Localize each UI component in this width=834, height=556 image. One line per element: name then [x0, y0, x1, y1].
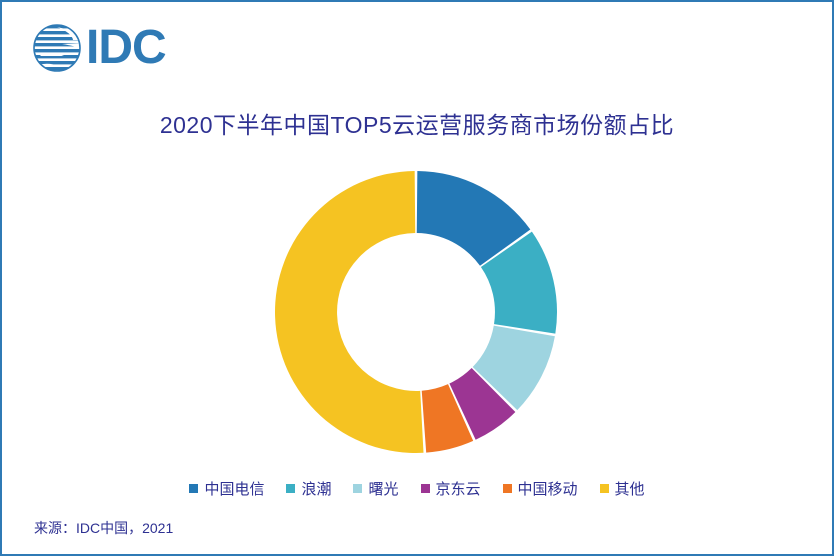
legend-label: 浪潮 — [301, 481, 332, 498]
donut-chart-svg: 中国电信 15.2%浪潮 12.4%曙光 9.8%京东云 5.8%中国移动 5.… — [274, 171, 557, 453]
donut-slice[interactable]: 浪潮 12.4% — [480, 231, 557, 334]
donut-slice[interactable]: 中国电信 15.2% — [416, 171, 531, 266]
legend-item[interactable]: 中国移动 — [502, 478, 578, 499]
legend-swatch-icon — [420, 484, 430, 493]
legend-item[interactable]: 其他 — [599, 478, 645, 499]
donut-chart: 中国电信 15.2%浪潮 12.4%曙光 9.8%京东云 5.8%中国移动 5.… — [274, 170, 558, 454]
legend-swatch-icon — [599, 484, 609, 493]
legend-swatch-icon — [502, 484, 512, 493]
legend-label: 京东云 — [435, 481, 481, 498]
donut-slice[interactable]: 中国移动 5.8% — [421, 384, 474, 453]
donut-slice[interactable]: 其他 51% — [274, 171, 424, 453]
legend-swatch-icon — [353, 484, 363, 493]
idc-logo-text: IDC — [86, 21, 167, 74]
chart-legend: 中国电信 浪潮 曙光 京东云 中国移动 其他 — [2, 478, 832, 499]
source-note: 来源：IDC中国，2021 — [34, 520, 174, 536]
donut-slice[interactable]: 曙光 9.8% — [472, 325, 555, 411]
legend-item[interactable]: 京东云 — [420, 478, 481, 499]
idc-logo: IDC — [32, 20, 167, 76]
legend-item[interactable]: 曙光 — [353, 478, 399, 499]
page-title: 2020下半年中国TOP5云运营服务商市场份额占比 — [159, 112, 675, 138]
legend-label: 中国移动 — [517, 481, 578, 498]
legend-swatch-icon — [286, 484, 296, 493]
legend-swatch-icon — [189, 484, 199, 493]
donut-slice[interactable]: 京东云 5.8% — [449, 368, 516, 440]
legend-label: 中国电信 — [204, 481, 265, 498]
legend-item[interactable]: 中国电信 — [189, 478, 264, 499]
legend-label: 曙光 — [368, 481, 399, 498]
legend-item[interactable]: 浪潮 — [286, 478, 331, 499]
donut-slice-group: 中国电信 15.2%浪潮 12.4%曙光 9.8%京东云 5.8%中国移动 5.… — [274, 171, 557, 453]
striped-globe-icon — [33, 24, 81, 72]
legend-label: 其他 — [614, 481, 645, 498]
